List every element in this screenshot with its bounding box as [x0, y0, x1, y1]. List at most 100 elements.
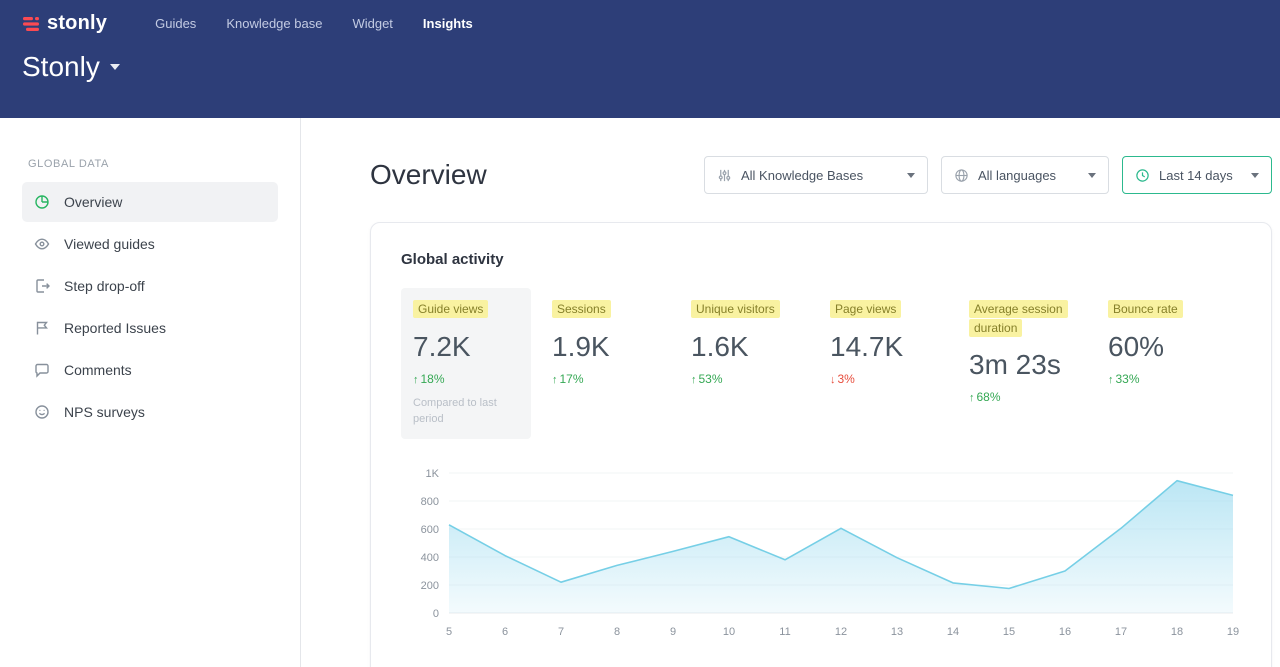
nav-item-guides[interactable]: Guides [155, 16, 197, 31]
svg-text:800: 800 [421, 496, 439, 508]
svg-text:15: 15 [1003, 626, 1015, 638]
metric-label: Page views [830, 300, 902, 318]
metric-change: ↓ 3% [830, 371, 855, 386]
svg-text:14: 14 [947, 626, 959, 638]
workspace-name: Stonly [22, 51, 100, 82]
filter-label: All languages [978, 167, 1057, 183]
svg-text:0: 0 [433, 608, 439, 620]
logo-text: stonly [47, 12, 108, 34]
metric-value: 7.2K [413, 330, 471, 362]
filters: All Knowledge Bases All languages [704, 156, 1272, 194]
document-exit-icon [34, 278, 50, 294]
svg-text:7: 7 [558, 626, 564, 638]
eye-icon [34, 236, 50, 252]
metric-change: ↑ 53% [691, 371, 723, 386]
workspace-selector[interactable]: Stonly [22, 51, 1258, 83]
global-activity-card: Global activity Guide views 7.2K ↑ 18% Co… [370, 222, 1272, 667]
flag-icon [34, 320, 50, 336]
trend-arrow-icon: ↑ [1108, 373, 1114, 386]
svg-text:200: 200 [421, 580, 439, 592]
sidebar-item-comments[interactable]: Comments [22, 350, 278, 390]
smiley-icon [34, 404, 50, 420]
svg-text:11: 11 [779, 626, 790, 638]
svg-text:17: 17 [1115, 626, 1127, 638]
sidebar-item-step-drop-off[interactable]: Step drop-off [22, 266, 278, 306]
sidebar-item-label: Viewed guides [64, 236, 155, 252]
pie-chart-icon [34, 194, 50, 210]
chevron-down-icon [109, 64, 120, 70]
sidebar-item-viewed-guides[interactable]: Viewed guides [22, 224, 278, 264]
metric-value: 1.9K [552, 330, 610, 362]
sidebar-item-label: Comments [64, 362, 132, 378]
page-title: Overview [370, 159, 487, 190]
metric-average-session-duration[interactable]: Average session duration 3m 23s ↑ 68% [957, 288, 1087, 416]
metric-label: Sessions [552, 300, 611, 318]
svg-text:1K: 1K [426, 468, 440, 480]
sidebar-item-overview[interactable]: Overview [22, 182, 278, 222]
sidebar-section-label: GLOBAL DATA [28, 158, 109, 170]
sidebar-item-reported-issues[interactable]: Reported Issues [22, 308, 278, 348]
nav-item-widget[interactable]: Widget [352, 16, 393, 31]
trend-arrow-icon: ↑ [691, 373, 697, 386]
metric-value: 60% [1108, 330, 1165, 362]
main-content: Overview All Knowledge Bases [301, 118, 1280, 667]
svg-text:19: 19 [1227, 626, 1239, 638]
metric-label: Unique visitors [691, 300, 780, 318]
trend-arrow-icon: ↓ [830, 373, 836, 386]
metric-change: ↑ 17% [552, 371, 584, 386]
svg-text:8: 8 [614, 626, 620, 638]
sliders-icon [717, 168, 732, 183]
metric-sessions[interactable]: Sessions 1.9K ↑ 17% [540, 288, 670, 398]
svg-text:6: 6 [502, 626, 508, 638]
sidebar: GLOBAL DATA Overview Viewed guides [0, 118, 301, 667]
metric-label: Guide views [413, 300, 489, 318]
nav-item-knowledge-base[interactable]: Knowledge base [226, 16, 323, 31]
area-chart: 0 200 400 600 800 1K 5 6 7 8 9 10 11 12 13 14 15 16 17 18 19 [421, 468, 1239, 638]
metric-unique-visitors[interactable]: Unique visitors 1.6K ↑ 53% [679, 288, 809, 398]
svg-text:13: 13 [891, 626, 903, 638]
sidebar-item-nps-surveys[interactable]: NPS surveys [22, 392, 278, 432]
sidebar-item-label: Step drop-off [64, 278, 145, 294]
metric-change: ↑ 33% [1108, 371, 1140, 386]
card-title: Global activity [401, 251, 504, 268]
stonly-logo-icon [22, 15, 40, 33]
nav-item-insights[interactable]: Insights [422, 16, 473, 31]
app-header: stonly Guides Knowledge base Widget Insi… [0, 0, 1280, 118]
knowledge-bases-filter[interactable]: All Knowledge Bases [704, 156, 928, 194]
svg-text:400: 400 [421, 552, 439, 564]
metric-change: ↑ 68% [969, 390, 1001, 405]
metric-label: Average session duration [969, 300, 1068, 337]
date-range-filter[interactable]: Last 14 days [1122, 156, 1272, 194]
metric-value: 3m 23s [969, 349, 1061, 381]
svg-text:9: 9 [670, 626, 676, 638]
metric-page-views[interactable]: Page views 14.7K ↓ 3% [818, 288, 948, 398]
stonly-logo[interactable]: stonly [22, 12, 107, 35]
filter-label: All Knowledge Bases [741, 167, 864, 183]
svg-text:5: 5 [446, 626, 452, 638]
metric-value: 1.6K [691, 330, 749, 362]
metric-label: Bounce rate [1108, 300, 1183, 318]
globe-icon [954, 168, 969, 183]
svg-text:12: 12 [835, 626, 847, 638]
filter-label: Last 14 days [1159, 167, 1233, 183]
svg-text:10: 10 [723, 626, 735, 638]
clock-icon [1135, 168, 1150, 183]
svg-text:18: 18 [1171, 626, 1183, 638]
languages-filter[interactable]: All languages [941, 156, 1109, 194]
svg-text:600: 600 [421, 524, 439, 536]
metric-bounce-rate[interactable]: Bounce rate 60% ↑ 33% [1096, 288, 1226, 398]
metric-change: ↑ 18% [413, 371, 445, 386]
compared-note: Compared to last period [413, 396, 497, 425]
metric-guide-views[interactable]: Guide views 7.2K ↑ 18% Compared to last p… [401, 288, 531, 440]
top-navigation: stonly Guides Knowledge base Widget Insi… [22, 0, 1258, 35]
sidebar-item-label: Reported Issues [64, 320, 166, 336]
trend-arrow-icon: ↑ [413, 373, 419, 386]
global-activity-chart: 0 200 400 600 800 1K 5 6 7 8 9 10 11 12 13 14 15 16 17 18 19 [401, 465, 1241, 648]
metric-value: 14.7K [830, 330, 904, 362]
sidebar-item-label: NPS surveys [64, 404, 145, 420]
chevron-down-icon [1088, 172, 1096, 178]
chevron-down-icon [907, 172, 915, 178]
metrics-row: Guide views 7.2K ↑ 18% Compared to last p… [401, 288, 1241, 440]
trend-arrow-icon: ↑ [552, 373, 558, 386]
sidebar-item-label: Overview [64, 194, 123, 210]
